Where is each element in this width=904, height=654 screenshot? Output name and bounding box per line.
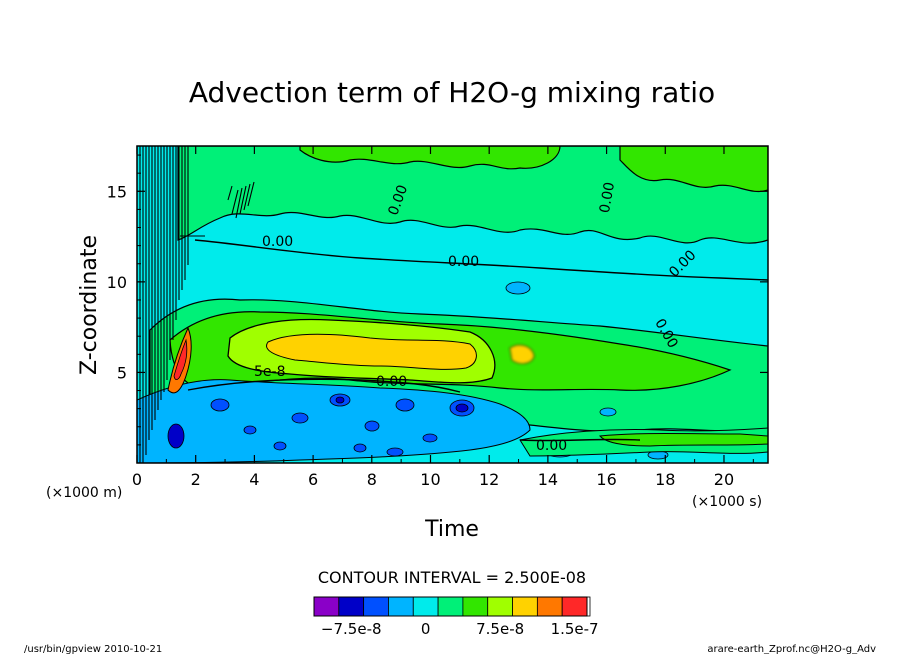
- y-axis-unit: (×1000 m): [46, 485, 122, 501]
- colorbar-tick-label: 7.5e-8: [476, 620, 524, 638]
- colorbar-swatch: [338, 596, 365, 617]
- colorbar-swatch: [388, 596, 414, 617]
- colorbar-frame: [313, 596, 588, 617]
- contour-label: 0.00: [262, 234, 293, 250]
- colorbar-tick-label: 0: [421, 620, 431, 638]
- x-tick-label: 20: [714, 470, 734, 489]
- x-tick-label: 14: [538, 470, 558, 489]
- colorbar-swatch: [412, 596, 439, 617]
- y-axis: 5 10 15: [107, 154, 768, 446]
- x-tick-label: 18: [655, 470, 675, 489]
- footer-left: /usr/bin/gpview 2010-10-21: [24, 644, 162, 654]
- y-tick-label: 15: [107, 182, 127, 201]
- contour-label: 0.00: [597, 181, 618, 214]
- x-tick-label: 16: [596, 470, 616, 489]
- x-tick-label: 4: [249, 470, 259, 489]
- x-tick-label: 6: [308, 470, 318, 489]
- negative-blobs: [210, 393, 475, 457]
- region-updraft-red: [173, 338, 188, 380]
- colorbar-tick-label: −7.5e-8: [321, 620, 382, 638]
- colorbar-tick-label: 1.5e-7: [551, 620, 599, 638]
- contour-label: 0.00: [536, 438, 567, 454]
- x-tick-label: 10: [420, 470, 440, 489]
- spinup-contour-lines: [139, 146, 255, 463]
- contour-interval-text: CONTOUR INTERVAL = 2.500E-08: [318, 568, 586, 587]
- contour-label: 0.00: [448, 254, 479, 270]
- colorbar-swatch: [462, 596, 489, 617]
- colorbar-swatch: [512, 596, 538, 617]
- colorbar: −7.5e-8 0 7.5e-8 1.5e-7: [313, 596, 599, 638]
- region-mid-yellow: [266, 333, 477, 370]
- region-upper-green-3: [619, 146, 768, 192]
- x-tick-label: 8: [367, 470, 377, 489]
- footer-right: arare-earth_Zprof.nc@H2O-g_Adv: [707, 644, 876, 654]
- x-axis: 0 2 4 6 8 10 12 14 16 18 20: [132, 146, 754, 489]
- x-tick-label: 0: [132, 470, 142, 489]
- colorbar-swatch: [561, 596, 588, 617]
- region-upper-positive: [177, 146, 768, 244]
- colorbar-swatch: [363, 596, 389, 617]
- region-small-yellow: [509, 344, 535, 364]
- x-tick-label: 2: [191, 470, 201, 489]
- y-tick-label: 5: [117, 363, 127, 382]
- x-tick-label: 12: [479, 470, 499, 489]
- plot-frame: [136, 145, 769, 464]
- colorbar-swatch: [487, 596, 513, 617]
- strong-negative-blobs: [167, 396, 469, 449]
- colorbar-swatch: [437, 596, 464, 617]
- x-axis-label: Time: [424, 517, 479, 542]
- y-axis-label: Z-coordinate: [77, 235, 102, 375]
- contour-label: 0.00: [376, 374, 407, 390]
- colorbar-swatch: [536, 596, 563, 617]
- contour-label: 5e-8: [254, 364, 285, 380]
- zero-contour-lines: [187, 239, 768, 442]
- contour-field: 0.00 0.00 0.00 0.00 0.00 0.00 0.00 5e-8 …: [137, 146, 768, 463]
- region-lower-right-green: [599, 433, 768, 447]
- x-axis-unit: (×1000 s): [692, 494, 762, 510]
- chart-title: Advection term of H2O-g mixing ratio: [189, 76, 715, 109]
- y-tick-label: 10: [107, 273, 127, 292]
- colorbar-swatch: [313, 596, 340, 617]
- region-upper-green-2: [299, 146, 561, 170]
